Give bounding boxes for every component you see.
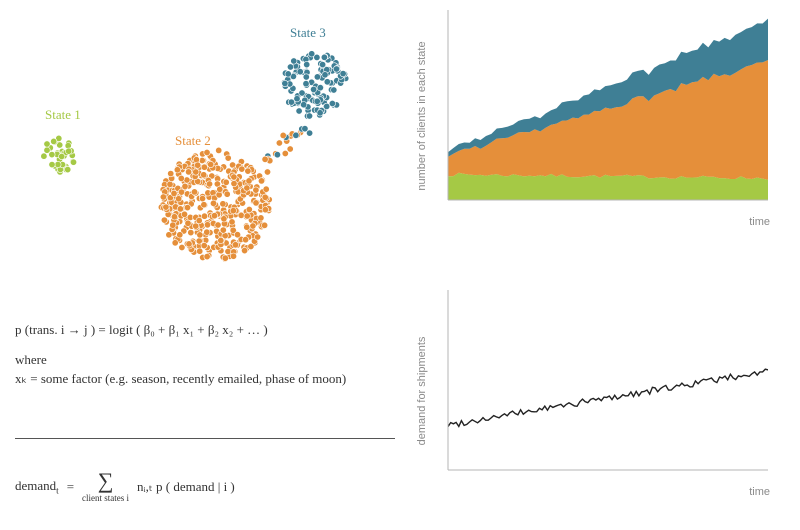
demand-chart-y-label: demand for shipments [416, 337, 428, 446]
xk-factor-line: xₖ = some factor (e.g. season, recently … [15, 369, 410, 389]
demand-rhs: nᵢ,ₜ p ( demand | i ) [137, 479, 235, 495]
sigma-block: ∑ client states i [82, 470, 129, 503]
demand-lhs: demandt [15, 478, 59, 496]
right-column: number of clients in each state time dem… [430, 10, 790, 520]
sigma-symbol: ∑ [98, 470, 114, 492]
area-chart-y-label: number of clients in each state [416, 41, 428, 190]
stacked-area-chart: number of clients in each state time [430, 10, 770, 210]
demand-equation: demandt = ∑ client states i nᵢ,ₜ p ( dem… [15, 470, 235, 503]
transition-equation: p (trans. i → j ) = logit ( β₀ + β₁ x₁ +… [15, 320, 410, 389]
page-root: State 1 State 2 State 3 p (trans. i → j … [0, 0, 800, 530]
state-2-label: State 2 [175, 133, 211, 149]
left-column: State 1 State 2 State 3 p (trans. i → j … [15, 0, 410, 530]
state-1-label: State 1 [45, 107, 81, 123]
area-chart-x-label: time [749, 216, 770, 228]
state-cluster-diagram: State 1 State 2 State 3 [15, 5, 410, 285]
demand-line-chart: demand for shipments time [430, 290, 770, 480]
demand-chart-x-label: time [749, 486, 770, 498]
equals-sign: = [67, 479, 74, 495]
cluster-svg [15, 5, 410, 285]
demand-chart-svg [430, 290, 768, 482]
sigma-subscript: client states i [82, 494, 129, 503]
area-chart-svg [430, 10, 768, 212]
trans-prob-line: p (trans. i → j ) = logit ( β₀ + β₁ x₁ +… [15, 320, 410, 340]
state-3-label: State 3 [290, 25, 326, 41]
equation-separator [15, 438, 395, 439]
where-label: where [15, 350, 410, 370]
